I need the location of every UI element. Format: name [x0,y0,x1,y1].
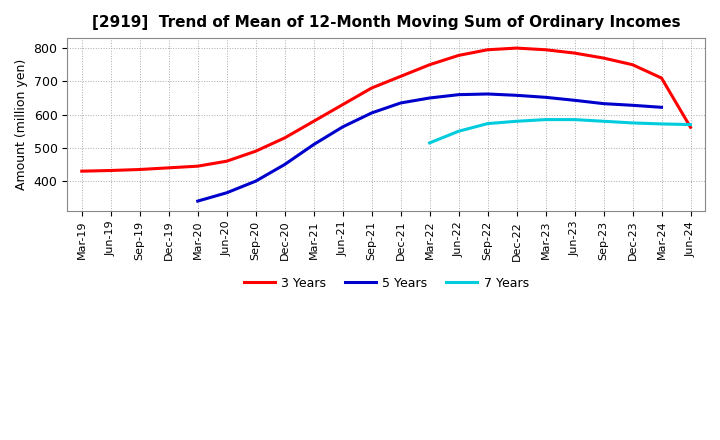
Line: 5 Years: 5 Years [198,94,662,201]
5 Years [541,95,550,100]
3 Years [251,149,260,154]
7 Years [570,117,579,122]
3 Years [367,85,376,91]
3 Years [78,169,86,174]
5 Years [483,92,492,97]
3 Years [280,135,289,140]
3 Years [338,102,347,107]
3 Years [396,74,405,79]
3 Years [310,119,318,124]
3 Years [657,75,666,81]
7 Years [483,121,492,126]
3 Years [222,158,231,164]
5 Years [426,95,434,101]
5 Years [629,103,637,108]
3 Years [454,53,463,58]
7 Years [629,120,637,125]
5 Years [657,105,666,110]
3 Years [686,125,695,130]
5 Years [396,100,405,106]
5 Years [570,98,579,103]
5 Years [599,101,608,106]
3 Years [164,165,173,170]
3 Years [599,55,608,61]
3 Years [135,167,144,172]
5 Years [338,124,347,129]
3 Years [541,47,550,52]
Line: 3 Years: 3 Years [82,48,690,171]
5 Years [454,92,463,97]
5 Years [310,142,318,147]
3 Years [570,51,579,56]
7 Years [426,140,434,146]
Title: [2919]  Trend of Mean of 12-Month Moving Sum of Ordinary Incomes: [2919] Trend of Mean of 12-Month Moving … [92,15,680,30]
5 Years [280,162,289,167]
5 Years [194,198,202,204]
7 Years [512,119,521,124]
7 Years [454,128,463,134]
5 Years [512,93,521,98]
3 Years [483,47,492,52]
7 Years [686,122,695,127]
3 Years [629,62,637,67]
Legend: 3 Years, 5 Years, 7 Years: 3 Years, 5 Years, 7 Years [238,272,534,295]
5 Years [251,179,260,184]
3 Years [426,62,434,67]
7 Years [599,119,608,124]
7 Years [541,117,550,122]
Y-axis label: Amount (million yen): Amount (million yen) [15,59,28,190]
Line: 7 Years: 7 Years [430,120,690,143]
3 Years [194,164,202,169]
5 Years [367,110,376,116]
3 Years [107,168,115,173]
7 Years [657,121,666,127]
3 Years [512,45,521,51]
5 Years [222,190,231,195]
